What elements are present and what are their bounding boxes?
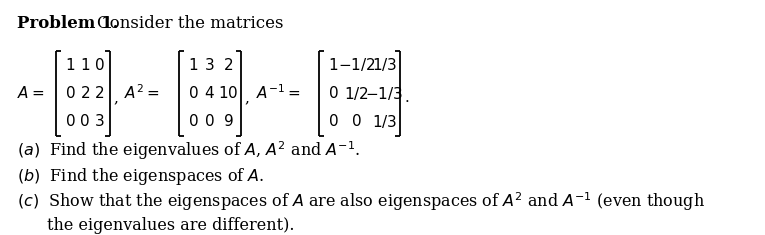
Text: ,: , [245,91,249,105]
Text: $1/2$: $1/2$ [344,85,369,102]
Text: $3$: $3$ [94,114,104,129]
Text: $A^2=$: $A^2=$ [125,84,160,102]
Text: Consider the matrices: Consider the matrices [97,15,284,32]
Text: $0$: $0$ [204,114,215,129]
Text: $1/3$: $1/3$ [372,56,397,73]
Text: $0$: $0$ [65,85,76,101]
Text: $0$: $0$ [94,57,105,73]
Text: $2$: $2$ [80,85,90,101]
Text: $(c)$  Show that the eigenspaces of $A$ are also eigenspaces of $A^2$ and $A^{-1: $(c)$ Show that the eigenspaces of $A$ a… [17,191,705,213]
Text: $1$: $1$ [328,57,338,73]
Text: $0$: $0$ [351,114,361,129]
Text: $10$: $10$ [218,85,239,101]
Text: $1$: $1$ [80,57,90,73]
Text: $A^{-1}=$: $A^{-1}=$ [256,84,301,102]
Text: $1$: $1$ [65,57,75,73]
Text: $(b)$  Find the eigenspaces of $A$.: $(b)$ Find the eigenspaces of $A$. [17,166,264,187]
Text: $1/3$: $1/3$ [372,113,397,130]
Text: $1$: $1$ [188,57,198,73]
Text: $9$: $9$ [223,114,234,129]
Text: ,: , [113,91,118,105]
Text: .: . [405,91,409,105]
Text: $2$: $2$ [94,85,104,101]
Text: $A=$: $A=$ [17,85,44,101]
Text: Problem 1.: Problem 1. [17,15,119,32]
Text: $-1/3$: $-1/3$ [365,85,403,102]
Text: $(a)$  Find the eigenvalues of $A$, $A^2$ and $A^{-1}$.: $(a)$ Find the eigenvalues of $A$, $A^2$… [17,139,360,162]
Text: $0$: $0$ [65,114,76,129]
Text: $3$: $3$ [204,57,215,73]
Text: $0$: $0$ [327,114,338,129]
Text: $0$: $0$ [187,85,198,101]
Text: the eigenvalues are different).: the eigenvalues are different). [47,217,294,234]
Text: $0$: $0$ [327,85,338,101]
Text: $0$: $0$ [80,114,90,129]
Text: $0$: $0$ [187,114,198,129]
Text: $-1/2$: $-1/2$ [337,56,375,73]
Text: $4$: $4$ [204,85,215,101]
Text: $2$: $2$ [223,57,233,73]
